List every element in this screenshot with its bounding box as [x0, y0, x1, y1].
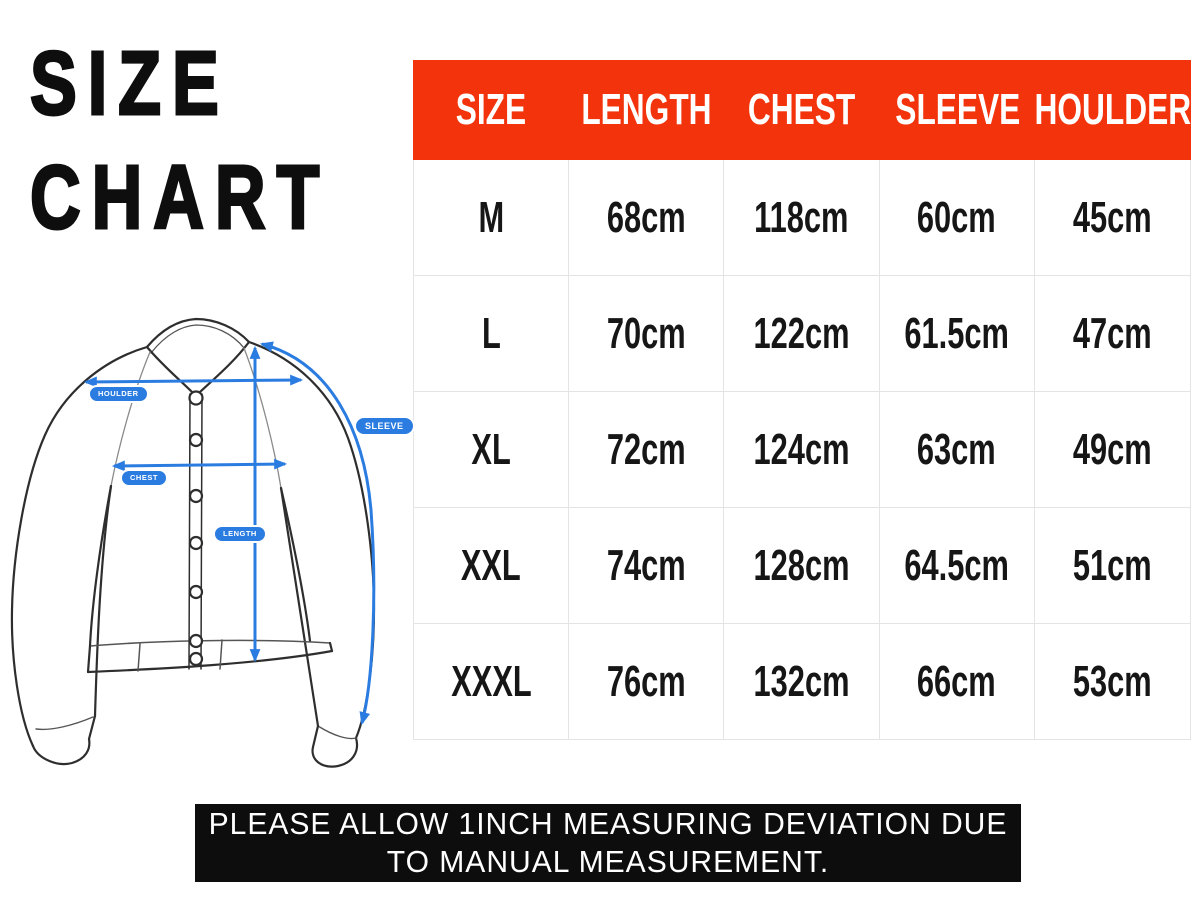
cell-sleeve: 66cm: [880, 624, 1035, 739]
cell-sleeve: 64.5cm: [880, 508, 1035, 623]
size-table-body: M 68cm 118cm 60cm 45cm L 70cm 122cm 61.5…: [413, 160, 1191, 740]
shoulder-measure-label: HOULDER: [88, 385, 149, 403]
cell-length: 72cm: [569, 392, 725, 507]
sleeve-arrow: [259, 341, 376, 726]
page-title-line-1: SIZE: [29, 34, 230, 134]
cell-size: XL: [414, 392, 570, 507]
column-header-size-label: SIZE: [455, 85, 526, 134]
cell-length: 76cm: [569, 624, 725, 739]
cell-shoulder: 47cm: [1035, 276, 1190, 391]
cell-sleeve-value: 60cm: [917, 192, 997, 242]
cell-chest: 132cm: [724, 624, 880, 739]
cell-shoulder-value: 49cm: [1072, 424, 1152, 474]
cell-chest-value: 122cm: [753, 308, 850, 358]
cell-shoulder: 45cm: [1035, 160, 1190, 275]
cell-size: L: [414, 276, 570, 391]
cell-length-value: 76cm: [606, 656, 686, 706]
cell-size-value: L: [481, 308, 501, 358]
table-row: XXL 74cm 128cm 64.5cm 51cm: [414, 508, 1190, 624]
cell-chest-value: 124cm: [753, 424, 850, 474]
cell-shoulder-value: 45cm: [1072, 192, 1152, 242]
column-header-shoulder: HOULDER: [1035, 60, 1191, 160]
size-table: SIZE LENGTH CHEST SLEEVE HOULDER M 68cm …: [413, 60, 1191, 740]
cell-size-value: M: [478, 192, 504, 242]
cell-size: M: [414, 160, 570, 275]
cell-chest: 128cm: [724, 508, 880, 623]
cell-chest-value: 132cm: [753, 656, 850, 706]
column-header-length-label: LENGTH: [581, 85, 712, 134]
cell-sleeve: 60cm: [880, 160, 1035, 275]
cell-size: XXL: [414, 508, 570, 623]
cell-length-value: 72cm: [606, 424, 686, 474]
footer-note-text: PLEASE ALLOW 1INCH MEASURING DEVIATION D…: [208, 806, 1008, 879]
footer-note-bar: PLEASE ALLOW 1INCH MEASURING DEVIATION D…: [195, 804, 1021, 882]
cell-shoulder-value: 51cm: [1072, 540, 1152, 590]
chest-arrow: [111, 458, 288, 472]
cell-length: 68cm: [569, 160, 725, 275]
column-header-sleeve: SLEEVE: [880, 60, 1036, 160]
page-title-line-2: CHART: [29, 148, 331, 248]
column-header-chest: CHEST: [724, 60, 880, 160]
jacket-measurement-diagram: HOULDER CHEST LENGTH SLEEVE: [0, 300, 420, 770]
cell-shoulder: 49cm: [1035, 392, 1190, 507]
column-header-shoulder-label: HOULDER: [1035, 85, 1191, 134]
cell-sleeve-value: 64.5cm: [904, 540, 1009, 590]
cell-size-value: XXXL: [450, 656, 532, 706]
table-row: M 68cm 118cm 60cm 45cm: [414, 160, 1190, 276]
cell-shoulder: 53cm: [1035, 624, 1190, 739]
cell-size: XXXL: [414, 624, 570, 739]
column-header-chest-label: CHEST: [748, 85, 856, 134]
table-row: L 70cm 122cm 61.5cm 47cm: [414, 276, 1190, 392]
length-measure-label: LENGTH: [213, 525, 267, 543]
cell-length-value: 74cm: [606, 540, 686, 590]
shoulder-arrow: [83, 374, 304, 388]
cell-shoulder-value: 53cm: [1072, 656, 1152, 706]
cell-length-value: 68cm: [606, 192, 686, 242]
chest-measure-label: CHEST: [120, 469, 168, 487]
cell-chest-value: 118cm: [754, 192, 849, 242]
size-table-header-row: SIZE LENGTH CHEST SLEEVE HOULDER: [413, 60, 1191, 160]
cell-chest-value: 128cm: [753, 540, 850, 590]
jacket-line-drawing: [10, 317, 376, 768]
cell-shoulder: 51cm: [1035, 508, 1190, 623]
cell-length: 74cm: [569, 508, 725, 623]
cell-chest: 118cm: [724, 160, 880, 275]
cell-length-value: 70cm: [606, 308, 686, 358]
cell-sleeve-value: 61.5cm: [904, 308, 1009, 358]
table-row: XXXL 76cm 132cm 66cm 53cm: [414, 624, 1190, 739]
cell-sleeve: 61.5cm: [880, 276, 1035, 391]
column-header-sleeve-label: SLEEVE: [895, 85, 1021, 134]
cell-length: 70cm: [569, 276, 725, 391]
cell-chest: 124cm: [724, 392, 880, 507]
cell-size-value: XL: [471, 424, 511, 474]
table-row: XL 72cm 124cm 63cm 49cm: [414, 392, 1190, 508]
sleeve-measure-label: SLEEVE: [354, 416, 415, 436]
cell-size-value: XXL: [461, 540, 522, 590]
cell-chest: 122cm: [724, 276, 880, 391]
cell-sleeve-value: 63cm: [917, 424, 997, 474]
cell-sleeve-value: 66cm: [917, 656, 997, 706]
column-header-length: LENGTH: [569, 60, 725, 160]
column-header-size: SIZE: [413, 60, 569, 160]
cell-shoulder-value: 47cm: [1072, 308, 1152, 358]
cell-sleeve: 63cm: [880, 392, 1035, 507]
